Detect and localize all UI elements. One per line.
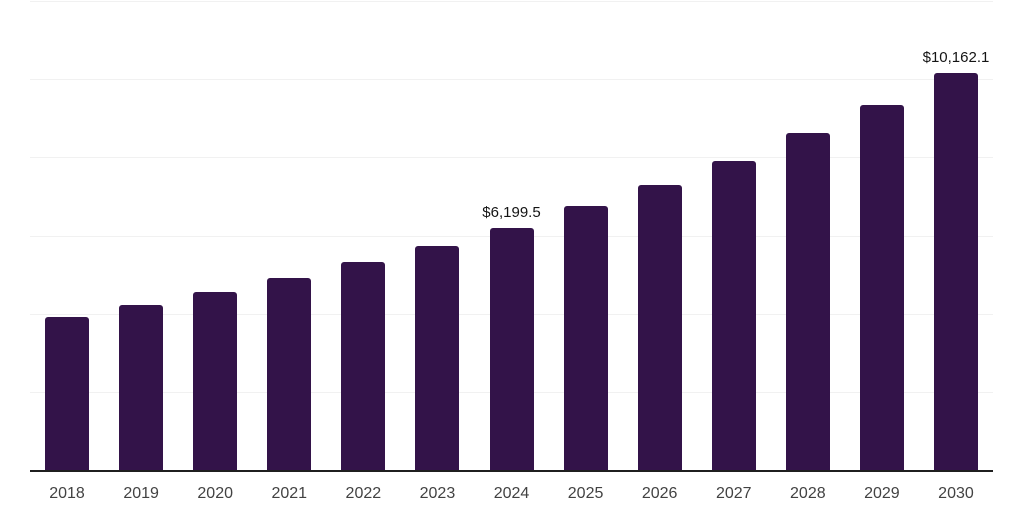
bar-group-2027 (697, 1, 771, 470)
x-tick-label-2030: 2030 (938, 485, 974, 502)
bar-2019 (119, 305, 164, 470)
bar-2022 (341, 262, 386, 470)
x-tick-label-2026: 2026 (641, 485, 678, 502)
bar-group-2021 (252, 1, 326, 470)
x-tick-label-2025: 2025 (567, 485, 604, 502)
bar-2026 (637, 185, 682, 470)
bar-group-2024: $6,199.5 (474, 1, 548, 470)
bar-value-label-2024: $6,199.5 (482, 204, 541, 221)
bar-2025 (563, 206, 608, 470)
bar-series: $6,199.5 $10,162.1 (30, 1, 993, 470)
bar-group-2028 (771, 1, 845, 470)
gridline-12000 (30, 1, 993, 2)
bar-group-2022 (326, 1, 400, 470)
x-tick-label-2021: 2021 (271, 485, 308, 502)
bar-group-2026 (623, 1, 697, 470)
bar-value-label-2030: $10,162.1 (922, 49, 990, 66)
bar-2021 (267, 278, 312, 470)
bar-group-2019 (104, 1, 178, 470)
x-tick-label-2023: 2023 (419, 485, 456, 502)
bar-group-2029 (845, 1, 919, 470)
bar-group-2023 (400, 1, 474, 470)
bar-group-2020 (178, 1, 252, 470)
x-axis-line (30, 470, 993, 472)
x-tick-label-2024: 2024 (493, 485, 530, 502)
bar-group-2018 (30, 1, 104, 470)
bar-2028 (785, 133, 830, 470)
bar-group-2030: $10,162.1 (919, 1, 993, 470)
bar-2030 (933, 73, 978, 470)
bar-2023 (415, 246, 460, 470)
bar-2020 (193, 292, 238, 470)
bar-2018 (45, 317, 90, 470)
gridline-10000 (30, 79, 993, 81)
x-tick-label-2027: 2027 (715, 485, 752, 502)
bar-2024 (489, 228, 534, 470)
x-tick-label-2022: 2022 (345, 485, 382, 502)
x-tick-label-2018: 2018 (49, 485, 85, 502)
x-tick-label-2029: 2029 (864, 485, 900, 502)
gridline-8000 (30, 157, 993, 159)
x-tick-label-2028: 2028 (790, 485, 826, 502)
bar-2027 (711, 161, 756, 470)
x-tick-label-2019: 2019 (123, 485, 159, 502)
x-axis-labels: 2018 2019 2020 2021 2022 2023 2024 2025 2026 2027… (30, 484, 993, 504)
bar-group-2025 (549, 1, 623, 470)
bar-2029 (859, 105, 904, 470)
plot-area: $6,199.5 $10,162.1 (30, 1, 993, 470)
x-tick-label-2020: 2020 (197, 485, 233, 502)
